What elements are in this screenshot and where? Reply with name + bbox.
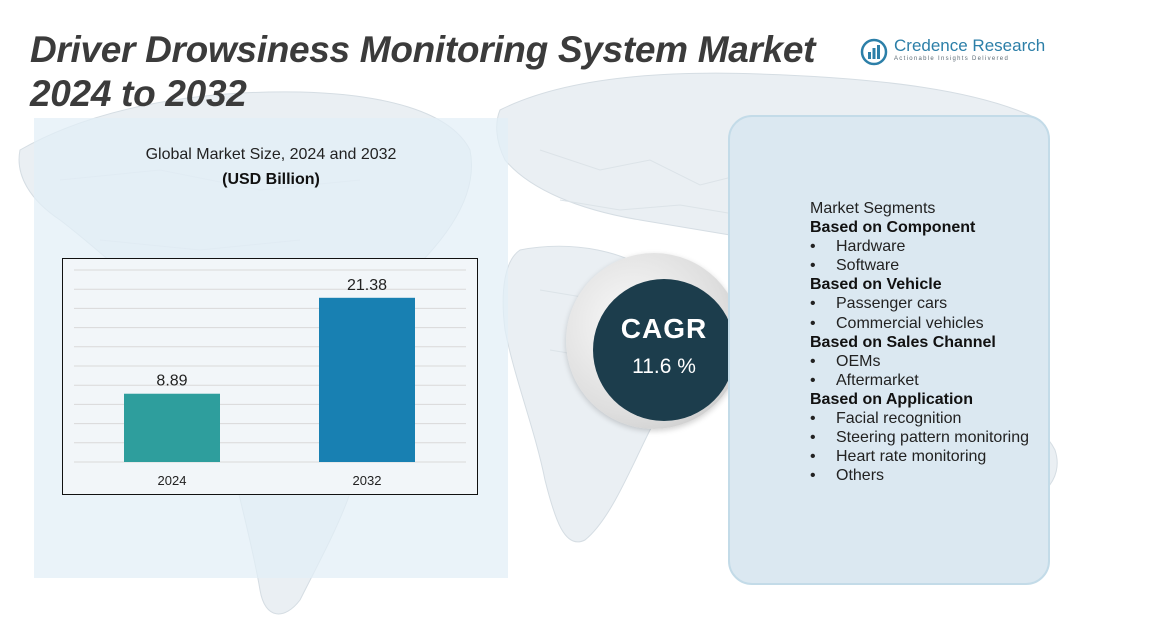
bar-2024	[124, 393, 220, 462]
logo-tagline: Actionable Insights Delivered	[894, 56, 1010, 62]
segment-group-title: Based on Sales Channel	[810, 333, 996, 351]
x-tick-label: 2032	[353, 473, 382, 488]
credence-research-logo: Credence Research Actionable Insights De…	[860, 36, 1050, 70]
logo-name: Credence Research	[894, 36, 1046, 55]
segment-item: Passenger cars	[810, 294, 1050, 313]
segment-item: Software	[810, 256, 1050, 275]
segments-panel	[728, 115, 1050, 585]
page-title: Driver Drowsiness Monitoring System Mark…	[30, 28, 815, 116]
segment-item: Aftermarket	[810, 371, 1050, 390]
segment-list-vehicle: Passenger cars Commercial vehicles	[810, 294, 1050, 332]
bar-value-label: 21.38	[347, 277, 387, 294]
segments-heading: Market Segments	[810, 200, 936, 217]
segment-list-sales-channel: OEMs Aftermarket	[810, 352, 1050, 390]
segment-group-title: Based on Component	[810, 219, 976, 237]
segment-item: Others	[810, 466, 1050, 485]
market-segments: Market Segments Based on Component Hardw…	[810, 199, 1050, 486]
segment-item: Steering pattern monitoring	[810, 428, 1050, 447]
x-tick-label: 2024	[158, 473, 187, 488]
bar-value-label: 8.89	[156, 373, 187, 390]
bar-2032	[319, 297, 415, 462]
market-size-bar-chart: 8.89 21.38 2024 2032	[62, 258, 478, 495]
segment-item: OEMs	[810, 352, 1050, 371]
cagr-badge: CAGR 11.6 %	[593, 279, 735, 421]
cagr-label: CAGR	[620, 313, 708, 344]
segment-group-title: Based on Application	[810, 390, 973, 408]
segment-list-component: Hardware Software	[810, 237, 1050, 275]
cagr-value: 11.6 %	[632, 355, 696, 378]
bar-chart-logo-icon	[860, 38, 888, 66]
chart-unit: (USD Billion)	[222, 171, 320, 188]
chart-title: Global Market Size, 2024 and 2032	[145, 146, 397, 163]
title-line-2: 2024 to 2032	[30, 73, 247, 114]
segment-item: Heart rate monitoring	[810, 447, 1050, 466]
segment-item: Commercial vehicles	[810, 314, 1050, 333]
segment-group-title: Based on Vehicle	[810, 276, 942, 294]
segment-item: Facial recognition	[810, 409, 1050, 428]
segment-list-application: Facial recognition Steering pattern moni…	[810, 409, 1050, 485]
segment-item: Hardware	[810, 237, 1050, 256]
title-line-1: Driver Drowsiness Monitoring System Mark…	[30, 29, 816, 70]
